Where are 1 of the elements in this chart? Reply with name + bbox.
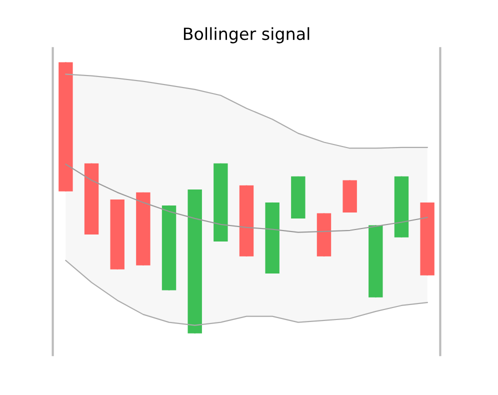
chart-title: Bollinger signal [184,27,310,44]
